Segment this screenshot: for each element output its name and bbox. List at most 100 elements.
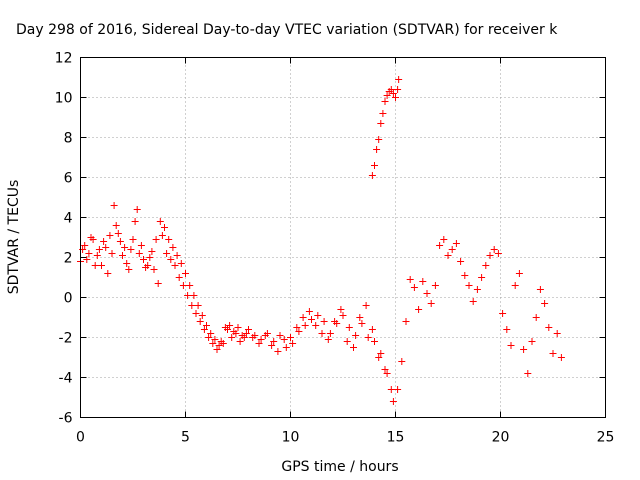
data-point xyxy=(452,240,460,247)
data-point xyxy=(106,232,114,239)
data-point xyxy=(368,172,376,179)
data-point xyxy=(375,354,383,361)
data-point xyxy=(557,354,565,361)
data-point xyxy=(368,326,376,333)
data-point xyxy=(108,250,116,257)
x-axis-title: GPS time / hours xyxy=(281,459,398,475)
data-point xyxy=(381,366,389,373)
y-tick-label: -4 xyxy=(59,371,73,387)
data-point xyxy=(102,244,110,251)
data-point xyxy=(165,236,173,243)
axis-ticks: 0 5 10 15 20 25 -6 -4 -2 0 2 4 6 8 10 12 xyxy=(55,51,615,446)
data-point xyxy=(148,248,156,255)
y-tick-label: 0 xyxy=(64,291,73,307)
data-point xyxy=(110,202,118,209)
y-tick-label: -6 xyxy=(59,411,73,427)
data-point xyxy=(163,250,171,257)
data-point xyxy=(234,324,242,331)
data-point xyxy=(324,336,332,343)
data-point xyxy=(312,322,320,329)
data-point xyxy=(192,310,200,317)
data-point xyxy=(482,262,490,269)
data-point xyxy=(301,322,309,329)
data-point xyxy=(457,258,465,265)
data-point xyxy=(125,266,133,273)
data-point xyxy=(140,256,147,263)
data-point xyxy=(444,252,452,259)
data-point xyxy=(545,324,553,331)
data-point xyxy=(343,338,351,345)
data-point xyxy=(494,250,502,257)
data-point xyxy=(440,236,448,243)
data-point xyxy=(520,346,528,353)
data-point xyxy=(119,252,126,259)
data-point xyxy=(377,120,385,127)
data-point xyxy=(318,330,326,337)
data-point xyxy=(91,262,99,269)
x-tick-label: 0 xyxy=(76,430,85,446)
data-point xyxy=(175,274,183,281)
data-point xyxy=(362,302,370,309)
data-point xyxy=(415,306,423,313)
data-point xyxy=(127,246,135,253)
data-point xyxy=(257,336,265,343)
data-point xyxy=(242,330,250,337)
data-point xyxy=(436,242,444,249)
data-point xyxy=(161,224,168,231)
data-point xyxy=(211,336,219,343)
data-point xyxy=(213,346,221,353)
data-point xyxy=(387,86,395,93)
data-point xyxy=(186,282,194,289)
data-points xyxy=(77,76,565,405)
data-point xyxy=(402,318,410,325)
data-point xyxy=(461,272,469,279)
data-point xyxy=(383,92,391,99)
y-tick-label: 2 xyxy=(64,251,73,267)
x-tick-label: 5 xyxy=(181,430,190,446)
data-point xyxy=(274,348,282,355)
chart-title: Day 298 of 2016, Sidereal Day-to-day VTE… xyxy=(16,22,558,38)
data-point xyxy=(81,242,89,249)
data-point xyxy=(389,90,397,97)
x-tick-label: 20 xyxy=(492,430,510,446)
data-point xyxy=(190,292,198,299)
data-point xyxy=(200,326,208,333)
y-tick-label: 10 xyxy=(55,91,73,107)
data-point xyxy=(331,318,339,325)
y-tick-label: 4 xyxy=(64,211,73,227)
data-point xyxy=(371,162,378,169)
data-point xyxy=(389,398,397,405)
data-point xyxy=(524,370,532,377)
y-tick-label: 6 xyxy=(64,171,73,187)
data-point xyxy=(245,326,252,333)
data-point xyxy=(184,292,192,299)
data-point xyxy=(112,222,120,229)
data-point xyxy=(541,300,549,307)
data-point xyxy=(398,358,406,365)
data-point xyxy=(503,326,511,333)
data-point xyxy=(104,270,112,277)
x-tick-label: 25 xyxy=(597,430,615,446)
data-point xyxy=(196,318,204,325)
data-point xyxy=(207,330,215,337)
data-point xyxy=(249,334,257,341)
data-point xyxy=(203,322,210,329)
data-point xyxy=(528,338,536,345)
data-point xyxy=(137,242,145,249)
plot-frame xyxy=(80,57,606,418)
data-point xyxy=(299,314,307,321)
data-point xyxy=(515,270,523,277)
data-point xyxy=(375,136,383,143)
data-point xyxy=(83,256,91,263)
data-point xyxy=(146,254,154,261)
data-point xyxy=(377,350,385,357)
data-point xyxy=(194,302,202,309)
data-point xyxy=(448,246,456,253)
data-point xyxy=(133,206,141,213)
grid xyxy=(80,57,606,418)
data-point xyxy=(152,236,160,243)
data-point xyxy=(473,286,481,293)
data-point xyxy=(507,342,515,349)
data-point xyxy=(169,244,177,251)
